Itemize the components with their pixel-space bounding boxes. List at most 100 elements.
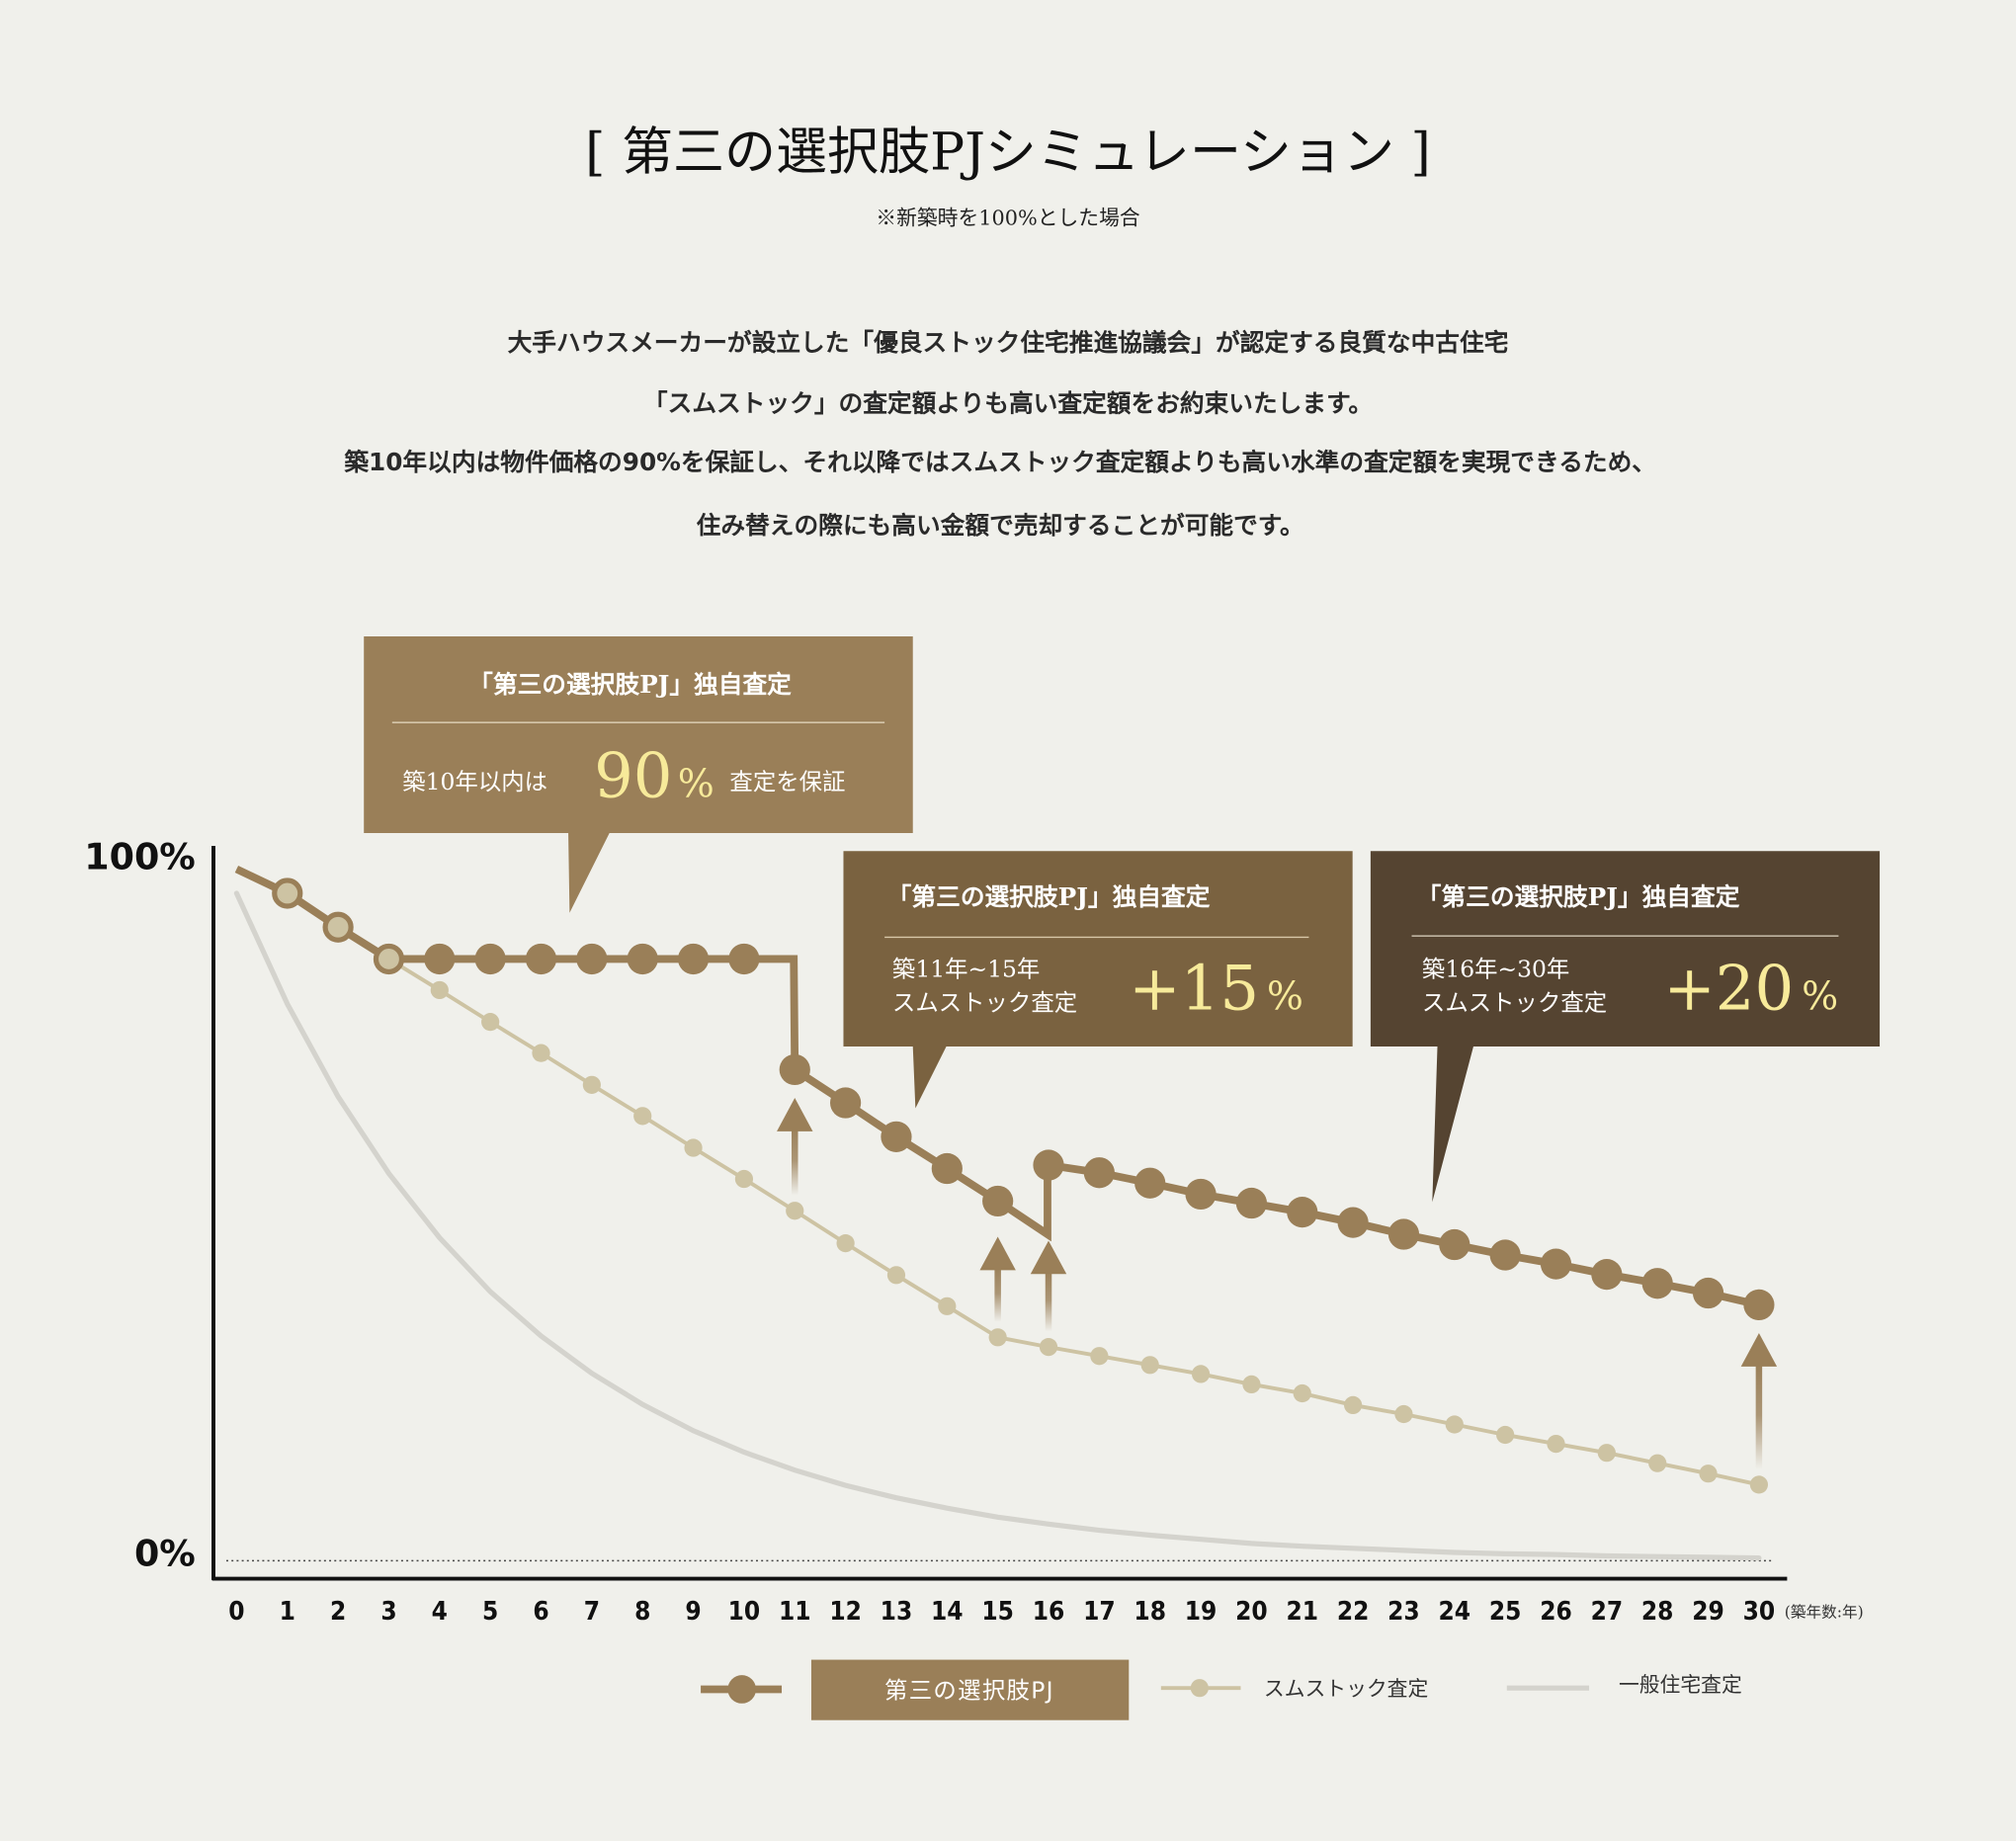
legend-marker (727, 1675, 757, 1704)
pj-point (627, 943, 658, 975)
pj-point (424, 943, 456, 975)
pj-point (677, 943, 710, 975)
pj-point (829, 1087, 862, 1119)
legend-item-pj: 第三の選択肢PJ (701, 1659, 1130, 1720)
x-tick-label: 29 (1692, 1597, 1724, 1627)
x-tick-label: 22 (1337, 1597, 1370, 1627)
pj-point (1439, 1228, 1470, 1261)
legend-label-box (810, 1659, 1130, 1720)
pj-point (1337, 1207, 1369, 1238)
pj-point (1743, 1289, 1775, 1321)
x-tick-label: 16 (1033, 1597, 1065, 1627)
arrow-head (979, 1236, 1016, 1271)
x-tick-label: 13 (881, 1597, 913, 1627)
arrow-head (1030, 1240, 1067, 1275)
description-line: 築10年以内は物件価格の90%を保証し、それ以降ではスムストック査定額よりも高い… (343, 448, 1656, 476)
callout-value: +20 (1663, 952, 1794, 1024)
callout-percent: % (1802, 974, 1838, 1019)
pj-point (1692, 1277, 1724, 1309)
sumstock-point (886, 1266, 906, 1285)
description-line: 大手ハウスメーカーが設立した「優良ストック住宅推進協議会」が認定する良質な中古住… (508, 328, 1509, 357)
sumstock-point (684, 1138, 703, 1157)
sumstock-point (1343, 1395, 1363, 1415)
legend: 第三の選択肢PJ スムストック査定 一般住宅査定 (701, 1659, 1742, 1720)
x-tick-label: 21 (1286, 1597, 1318, 1627)
general-housing-line (233, 890, 1762, 1561)
sumstock-point (1242, 1375, 1261, 1394)
page-title: [ 第三の選択肢PJシミュレーション ] (585, 124, 1431, 183)
x-tick-label: 17 (1083, 1597, 1116, 1627)
pj-point (272, 878, 303, 909)
x-tick-label: 8 (634, 1597, 650, 1627)
sumstock-point (1597, 1444, 1616, 1463)
x-tick-label: 2 (330, 1597, 346, 1627)
x-tick-label: 24 (1439, 1597, 1471, 1627)
sumstock-point (734, 1169, 754, 1189)
x-tick-label: 7 (584, 1597, 600, 1627)
pj-point (1489, 1239, 1521, 1271)
x-tick-label: 18 (1134, 1597, 1166, 1627)
arrow-head (1740, 1333, 1778, 1367)
description-line: 「スムストック」の査定額よりも高い査定額をお約束いたします。 (643, 388, 1373, 417)
pj-point (1033, 1149, 1064, 1181)
callout-plus-20: 「第三の選択肢PJ」独自査定 築16年~30年 スムストック査定 +20% (1370, 851, 1881, 1203)
callout-percent: % (678, 763, 714, 807)
pj-point (982, 1185, 1014, 1217)
arrow-head (777, 1098, 813, 1131)
sumstock-point (1648, 1454, 1667, 1472)
callout-text: スムストック査定 (1422, 989, 1607, 1017)
x-tick-label: 3 (380, 1597, 396, 1627)
x-tick-label: 0 (228, 1597, 244, 1627)
callout-text: 築10年以内は (402, 768, 547, 795)
callout-header: 「第三の選択肢PJ」独自査定 (1417, 882, 1740, 911)
sumstock-point (582, 1075, 601, 1094)
y-tick-label: 0% (134, 1533, 196, 1575)
pj-point (576, 943, 608, 975)
x-tick-label: 4 (432, 1597, 448, 1627)
pj-point (881, 1121, 912, 1152)
sumstock-point (1394, 1404, 1413, 1424)
pj-point (779, 1053, 810, 1086)
callout-box (1370, 851, 1881, 1203)
sumstock-point (1547, 1434, 1565, 1454)
pj-point (728, 943, 760, 975)
callout-value-group: 90% 査定を保証 (594, 740, 845, 812)
callout-percent: % (1267, 974, 1303, 1019)
legend-marker (1190, 1679, 1209, 1698)
arrow-shaft (792, 1126, 798, 1196)
uplift-arrow-icon (1740, 1333, 1778, 1469)
pj-point (1387, 1218, 1420, 1250)
uplift-arrow-icon (1030, 1240, 1067, 1332)
callout-value-group: +20% (1663, 952, 1838, 1024)
x-axis-unit: (築年数:年) (1785, 1604, 1864, 1622)
callout-text: 築11年~15年 (892, 956, 1040, 983)
description: 大手ハウスメーカーが設立した「優良ストック住宅推進協議会」が認定する良質な中古住… (343, 328, 1656, 540)
callout-plus-15: 「第三の選択肢PJ」独自査定 築11年~15年 スムストック査定 +15% (843, 851, 1353, 1109)
pj-point (1083, 1157, 1115, 1189)
sumstock-point (1090, 1347, 1109, 1366)
pj-point (1287, 1197, 1318, 1228)
arrow-shaft (1755, 1361, 1763, 1469)
sumstock-point (988, 1328, 1007, 1347)
legend-item-sumstock: スムストック査定 (1160, 1677, 1428, 1701)
callout-box (364, 635, 913, 913)
sumstock-point (1140, 1356, 1159, 1375)
pj-point (373, 943, 405, 975)
arrow-shaft (994, 1265, 1001, 1322)
legend-label: 一般住宅査定 (1619, 1673, 1742, 1697)
x-tick-label: 15 (981, 1597, 1014, 1627)
callout-header: 「第三の選択肢PJ」独自査定 (887, 882, 1211, 911)
callout-text: 築16年~30年 (1422, 956, 1569, 983)
x-tick-label: 23 (1387, 1597, 1420, 1627)
x-tick-label: 12 (829, 1597, 862, 1627)
sumstock-point (786, 1202, 804, 1220)
legend-label: スムストック査定 (1264, 1677, 1428, 1701)
x-tick-label: 20 (1235, 1597, 1268, 1627)
sumstock-point (1749, 1475, 1769, 1494)
x-tick-label: 5 (482, 1597, 498, 1627)
pj-point (525, 943, 557, 975)
sumstock-point (1191, 1365, 1211, 1383)
pj-point (1591, 1259, 1623, 1291)
pj-point (1540, 1248, 1572, 1280)
